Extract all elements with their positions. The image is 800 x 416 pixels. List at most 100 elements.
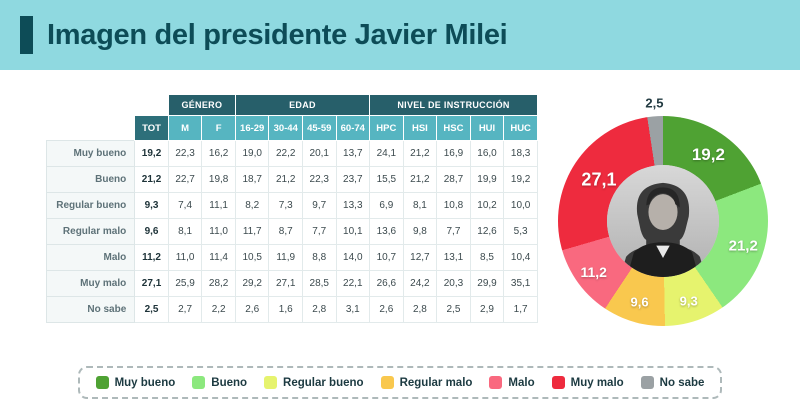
legend-item: Regular bueno [264,376,364,389]
chart-legend: Muy bueno Bueno Regular bueno Regular malo M… [77,366,723,399]
data-cell: 3,1 [335,296,371,323]
data-cell: 22,7 [167,166,203,193]
results-table: GÉNERO EDAD NIVEL DE INSTRUCCIÓN TOT M F 16-29… [45,94,538,323]
column-header-cell: HSC [436,115,471,141]
content-area: GÉNERO EDAD NIVEL DE INSTRUCCIÓN TOT M F 16-29… [0,70,800,346]
row-label: No sabe [45,296,136,323]
legend-swatch [489,376,503,389]
legend-item: Regular malo [380,376,473,389]
data-cell: 11,0 [201,218,236,245]
data-cell: 10,1 [335,218,371,245]
column-header-cell: HUI [469,115,505,141]
data-cell: 9,8 [402,218,438,245]
data-cell: 29,2 [234,270,270,297]
data-cell: 2,2 [201,296,236,323]
data-cell: 8,2 [234,192,270,219]
legend-item: Bueno [192,376,247,389]
data-cell: 11,7 [234,218,270,245]
data-cell: 21,2 [402,166,438,193]
table-row: Bueno 21,2 22,7 19,8 18,7 21,2 22,3 23,7 15,5 21,… [45,166,538,193]
data-cell: 7,7 [436,218,471,245]
donut-segment-label: 9,3 [679,293,698,309]
data-cell: 18,7 [234,166,270,193]
column-header-cell: HPC [369,115,404,141]
data-cell: 21,2 [134,166,169,193]
data-cell: 21,2 [402,140,438,167]
data-cell: 2,6 [369,296,404,323]
row-label: Muy bueno [45,140,136,167]
legend-item: Muy malo [551,376,624,389]
data-cell: 2,9 [469,296,505,323]
group-header-cell: GÉNERO [167,94,236,116]
milei-photo [607,165,719,277]
data-cell: 13,3 [335,192,371,219]
data-cell: 2,5 [134,296,169,323]
data-cell: 21,2 [268,166,303,193]
data-cell: 11,9 [268,244,303,271]
data-cell: 28,5 [301,270,337,297]
donut-segment-label: 27,1 [581,169,617,190]
data-cell: 22,2 [268,140,303,167]
legend-swatch [95,376,109,389]
legend-item: No sabe [640,376,705,389]
table-row: Regular bueno 9,3 7,4 11,1 8,2 7,3 9,7 13,3 6,9 8… [45,192,538,219]
table-row: Malo 11,2 11,0 11,4 10,5 11,9 8,8 14,0 10,7 12,7 1… [45,244,538,271]
data-cell: 35,1 [503,270,538,297]
data-cell: 28,7 [436,166,471,193]
column-header-cell: F [201,115,236,141]
data-cell: 28,2 [201,270,236,297]
group-header-cell: NIVEL DE INSTRUCCIÓN [369,94,538,116]
data-cell: 19,2 [134,140,169,167]
legend-swatch [264,376,278,389]
data-cell: 7,3 [268,192,303,219]
legend-label: Bueno [211,376,248,389]
data-cell: 19,0 [234,140,270,167]
data-cell: 10,0 [503,192,538,219]
data-cell: 11,0 [167,244,203,271]
data-cell: 12,7 [402,244,438,271]
group-header-cell: EDAD [234,94,371,116]
data-cell: 8,1 [167,218,203,245]
data-cell: 19,9 [469,166,505,193]
data-cell: 7,4 [167,192,203,219]
column-header-cell: TOT [134,115,169,141]
table-row: Muy malo 27,1 25,9 28,2 29,2 27,1 28,5 22,1 26,6… [45,270,538,297]
data-cell: 10,8 [436,192,471,219]
data-cell: 20,1 [301,140,337,167]
data-cell: 22,3 [167,140,203,167]
donut-segment-label: 19,2 [691,145,725,165]
data-cell: 22,3 [301,166,337,193]
data-cell: 1,6 [268,296,303,323]
legend-label: Regular malo [399,376,473,389]
data-cell: 16,0 [469,140,505,167]
data-cell: 24,1 [369,140,404,167]
row-label: Regular malo [45,218,136,245]
column-header-row: TOT M F 16-29 30-44 45-59 60-74 HPC HSI HSC HUI HUC [47,115,538,141]
data-cell: 8,7 [268,218,303,245]
corner-cell [47,116,135,141]
legend-label: Muy malo [570,376,624,389]
column-header-cell: HUC [503,115,538,141]
results-table-section: GÉNERO EDAD NIVEL DE INSTRUCCIÓN TOT M F 16-29… [45,94,538,346]
legend-swatch [380,376,394,389]
column-header-cell: 16-29 [234,115,270,141]
data-cell: 16,2 [201,140,236,167]
donut-segment-label: 2,5 [645,95,664,111]
data-cell: 2,7 [167,296,203,323]
data-cell: 6,9 [369,192,404,219]
data-cell: 24,2 [402,270,438,297]
data-cell: 16,9 [436,140,471,167]
page-title: Imagen del presidente Javier Milei [47,18,508,51]
corner-cell [135,95,169,116]
table-row: Regular malo 9,6 8,1 11,0 11,7 8,7 7,7 10,1 13,6… [45,218,538,245]
data-cell: 2,5 [436,296,471,323]
legend-label: No sabe [659,376,705,389]
data-cell: 15,5 [369,166,404,193]
column-header-cell: 30-44 [268,115,303,141]
data-cell: 7,7 [301,218,337,245]
table-row: Muy bueno 19,2 22,3 16,2 19,0 22,2 20,1 13,7 24,… [45,140,538,167]
group-header-row: GÉNERO EDAD NIVEL DE INSTRUCCIÓN [47,94,538,116]
data-cell: 2,8 [301,296,337,323]
data-cell: 2,8 [402,296,438,323]
data-cell: 10,7 [369,244,404,271]
